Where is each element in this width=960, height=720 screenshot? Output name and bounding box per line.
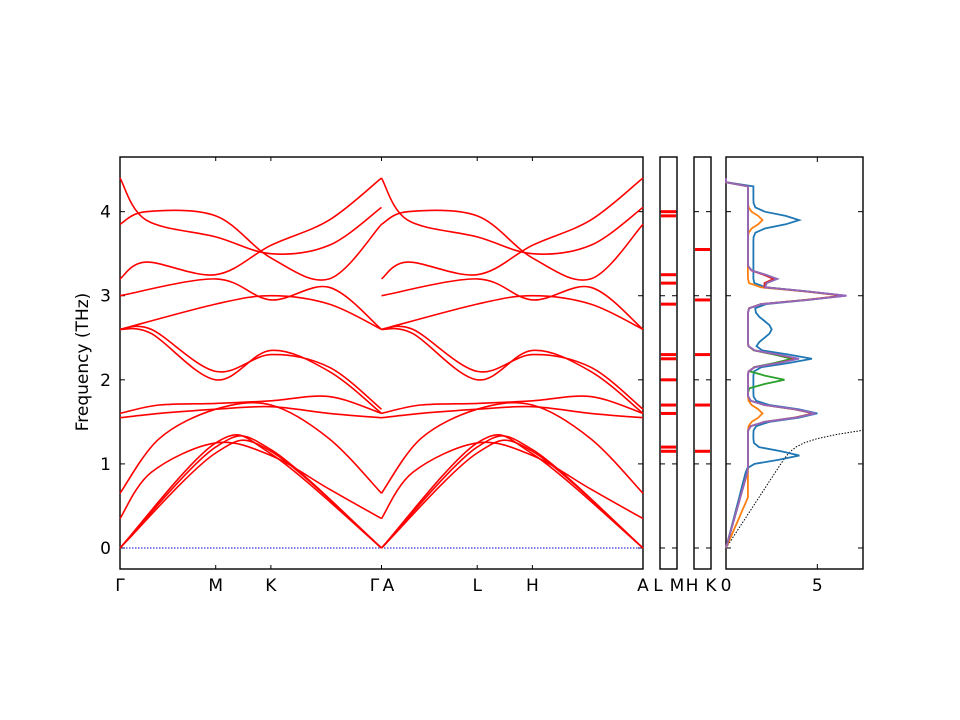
kpoint-label-0-1: M bbox=[208, 576, 223, 596]
band-line-1-seg-1 bbox=[380, 435, 644, 549]
pdos-curve-0 bbox=[725, 178, 845, 549]
kpoint-label-1-3: A bbox=[637, 576, 649, 596]
band-line-8-seg-0 bbox=[119, 325, 383, 410]
kpoint-panel-h-k-label-1: K bbox=[705, 576, 717, 596]
band-line-10-seg-1 bbox=[381, 278, 644, 331]
pdos-curve-4 bbox=[725, 178, 847, 549]
band-line-3-seg-1 bbox=[380, 441, 644, 520]
band-line-6-seg-0 bbox=[119, 395, 382, 415]
kpoint-label-0-3: Γ bbox=[370, 576, 380, 596]
band-line-11-seg-0 bbox=[119, 177, 383, 280]
band-line-0-seg-0 bbox=[119, 439, 383, 549]
kpoint-panel-h-k-label-0: H bbox=[686, 576, 699, 596]
kpoint-panel-l-m-frame bbox=[659, 156, 678, 570]
kpoint-label-1-0: A bbox=[383, 576, 395, 596]
total-dos-curve bbox=[725, 178, 864, 549]
band-line-9-seg-0 bbox=[119, 294, 382, 331]
y-axis-label: Frequency (THz) bbox=[73, 293, 93, 432]
band-line-7-seg-0 bbox=[119, 327, 383, 415]
y-tick-label-1: 1 bbox=[100, 455, 111, 475]
kpoint-label-1-2: H bbox=[526, 576, 539, 596]
kpoint-label-0-2: K bbox=[265, 576, 277, 596]
kpoint-panel-h-k-frame bbox=[693, 156, 712, 570]
kpoint-panel-l-m-label-1: M bbox=[670, 576, 685, 596]
pdos-xtick-label-1: 5 bbox=[812, 576, 823, 596]
band-line-9-seg-1 bbox=[381, 294, 644, 331]
band-line-1-seg-0 bbox=[119, 435, 383, 549]
band-line-4-seg-1 bbox=[380, 401, 644, 494]
pdos-xtick-label-0: 0 bbox=[721, 576, 732, 596]
band-line-12-seg-0 bbox=[119, 209, 383, 281]
band-line-2-seg-1 bbox=[380, 434, 644, 549]
band-line-12-seg-1 bbox=[381, 209, 644, 281]
band-line-13-seg-0 bbox=[119, 177, 382, 255]
band-line-8-seg-1 bbox=[381, 325, 644, 410]
band-line-2-seg-0 bbox=[119, 434, 383, 549]
band-line-4-seg-0 bbox=[119, 401, 383, 494]
kpoint-label-1-1: L bbox=[472, 576, 482, 596]
y-tick-label-0: 0 bbox=[100, 539, 111, 559]
band-line-7-seg-1 bbox=[381, 327, 644, 415]
pdos-panel-frame bbox=[725, 156, 864, 570]
band-line-5-seg-1 bbox=[381, 405, 644, 419]
band-line-6-seg-1 bbox=[381, 395, 644, 415]
kpoint-label-0-0: Γ bbox=[115, 576, 125, 596]
band-line-13-seg-1 bbox=[380, 177, 644, 255]
band-line-3-seg-0 bbox=[119, 441, 382, 520]
y-tick-label-2: 2 bbox=[100, 371, 111, 391]
y-tick-label-3: 3 bbox=[100, 287, 111, 307]
band-line-11-seg-1 bbox=[380, 177, 644, 280]
band-line-5-seg-0 bbox=[119, 405, 382, 419]
kpoint-panel-l-m-label-0: L bbox=[653, 576, 663, 596]
band-line-10-seg-0 bbox=[119, 278, 383, 331]
band-line-0-seg-1 bbox=[380, 439, 644, 549]
y-tick-label-4: 4 bbox=[100, 203, 111, 223]
